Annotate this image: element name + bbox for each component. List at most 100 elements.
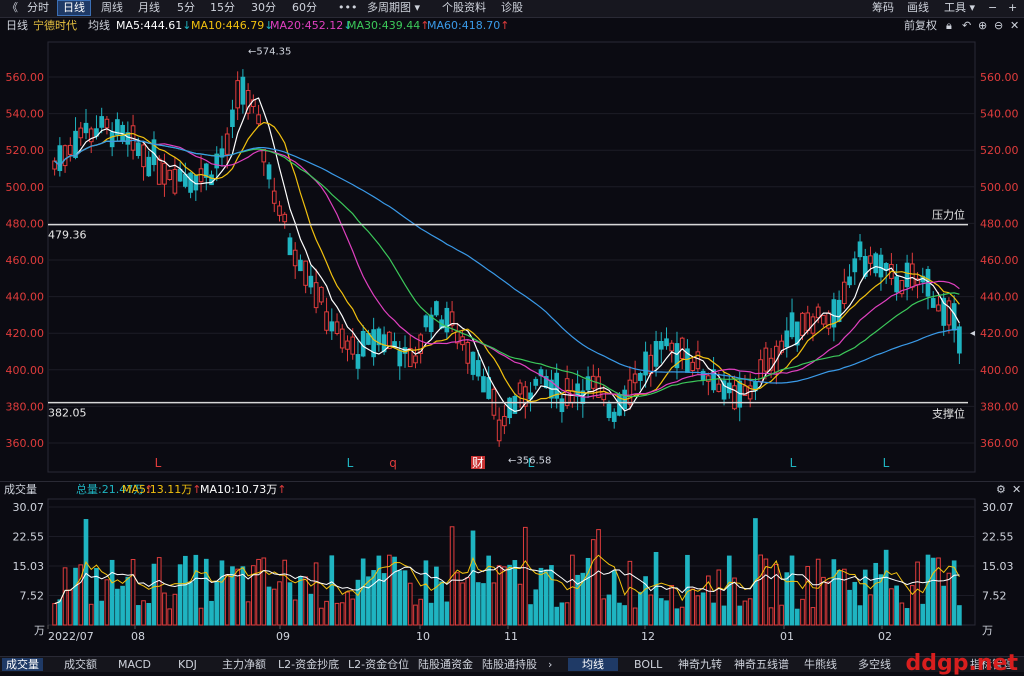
volume-bar [277,581,282,626]
tab-indicator-manage[interactable]: 指标管理 [970,658,1014,671]
volume-bar [774,563,779,626]
ma60-line [54,139,960,384]
close-icon[interactable]: ✕ [1010,19,1020,32]
y-tick-right: 540.00 [980,108,1019,121]
tab-intraday[interactable]: 分时 [27,1,49,14]
volume-title: 成交量 [4,483,37,496]
tab-monthly[interactable]: 月线 [138,1,160,14]
draw-button[interactable]: 画线 [907,1,929,14]
candlestick-chart[interactable]: 560.00 560.00 540.00 540.00 520.00 520.00 500.… [0,34,1024,480]
tab-kdj[interactable]: KDJ [178,658,197,671]
multi-period-button[interactable]: 多周期图 ▾ [362,1,425,15]
candle-body [894,276,899,293]
volume-bar [104,579,110,626]
volume-bar [481,583,486,626]
back-button[interactable]: 《 [7,1,18,14]
volume-chart[interactable]: 30.07 30.07 22.55 22.55 15.03 15.03 7.52 7.52 万 万… [0,497,1024,656]
candle-body [434,301,439,316]
volume-bar [753,518,758,626]
lock-icon[interactable]: 🔒︎ [946,19,952,32]
tools-button[interactable]: 工具 ▾ [939,1,980,15]
event-marker: L [883,456,890,470]
volume-bar [251,565,256,626]
tab-15min[interactable]: 15分 [210,1,235,14]
tab-60min[interactable]: 60分 [292,1,317,14]
candle-body [690,361,695,372]
low-marker: ←356.58 [508,455,551,466]
zoom-in-icon[interactable]: ⊕ [978,19,988,32]
y-tick-left: 380.00 [6,400,45,413]
tab-volume[interactable]: 成交量 [2,658,43,671]
volume-bar [402,570,408,626]
y-tick-right: 400.00 [980,364,1019,377]
volume-bar [685,554,690,626]
restore-button[interactable]: 前复权 [904,19,937,32]
volume-bar [334,602,340,626]
settings-icon[interactable]: ⚙ [996,483,1006,496]
volume-bar [570,554,575,626]
tab-l2-bottom[interactable]: L2-资金抄底 [278,658,340,671]
volume-bar [303,576,308,626]
tab-turnover[interactable]: 成交额 [64,658,97,671]
tab-5min[interactable]: 5分 [177,1,195,14]
volume-bar [135,605,141,626]
volume-bar [669,585,675,626]
ma-label[interactable]: 均线 [88,19,110,32]
chips-button[interactable]: 筹码 [872,1,894,14]
volume-svg: 30.07 30.07 22.55 22.55 15.03 15.03 7.52 7.52 万 万… [13,498,1014,643]
tab-macd[interactable]: MACD [118,658,151,671]
tab-long-short[interactable]: 多空线 [858,658,891,671]
tab-magic-nine[interactable]: 神奇九转 [678,658,722,671]
volume-bar [188,582,193,626]
tab-ma[interactable]: 均线 [568,658,618,671]
candle-body [209,174,214,186]
volume-bar [941,585,947,626]
candle-body [271,190,277,204]
candle-body [397,350,403,367]
volume-bar [711,602,716,626]
stock-info-button[interactable]: 个股资料 [442,1,486,14]
tab-main-net[interactable]: 主力净额 [222,658,266,671]
tab-boll[interactable]: BOLL [634,658,663,671]
volume-bar [245,601,251,626]
tab-hk-connect-funds[interactable]: 陆股通资金 [418,658,473,671]
close-icon[interactable]: ✕ [1012,483,1022,496]
volume-bar [648,594,654,626]
volume-bar [925,554,931,626]
tab-l2-position[interactable]: L2-资金仓位 [348,658,410,671]
tab-magic-five[interactable]: 神奇五线谱 [734,658,789,671]
candle-body [627,379,633,405]
volume-bar [83,519,89,626]
tab-hk-connect-holding[interactable]: 陆股通持股 [482,658,537,671]
candle-body [135,142,141,157]
plus-icon[interactable]: + [1008,1,1018,14]
volume-bar [141,600,146,626]
tab-daily[interactable]: 日线 [57,0,91,16]
volume-bar [57,599,63,626]
volume-bar [538,567,544,626]
candle-body [177,168,183,182]
tab-bull-bear[interactable]: 牛熊线 [804,658,837,671]
candle-body [784,330,790,348]
x-tick-label: 02 [878,630,892,643]
event-marker: L [155,456,162,470]
zoom-out-icon[interactable]: ⊖ [994,19,1004,32]
volume-bar [815,558,821,626]
chevron-right-icon[interactable]: › [548,658,553,671]
tab-weekly[interactable]: 周线 [101,1,123,14]
volume-bar [737,605,743,626]
volume-bar [768,607,774,626]
volume-bar [930,557,936,626]
tab-30min[interactable]: 30分 [251,1,276,14]
more-button[interactable]: ••• [338,1,358,14]
minus-icon[interactable]: − [988,1,998,14]
candle-body [465,342,471,364]
candle-body [706,375,711,382]
event-marker: L [347,456,354,470]
undo-icon[interactable]: ↶ [962,19,972,32]
volume-bar [522,526,528,626]
volume-bar [894,585,899,626]
candle-body [125,132,131,145]
volume-bar [78,564,84,626]
diagnose-button[interactable]: 诊股 [501,1,523,14]
